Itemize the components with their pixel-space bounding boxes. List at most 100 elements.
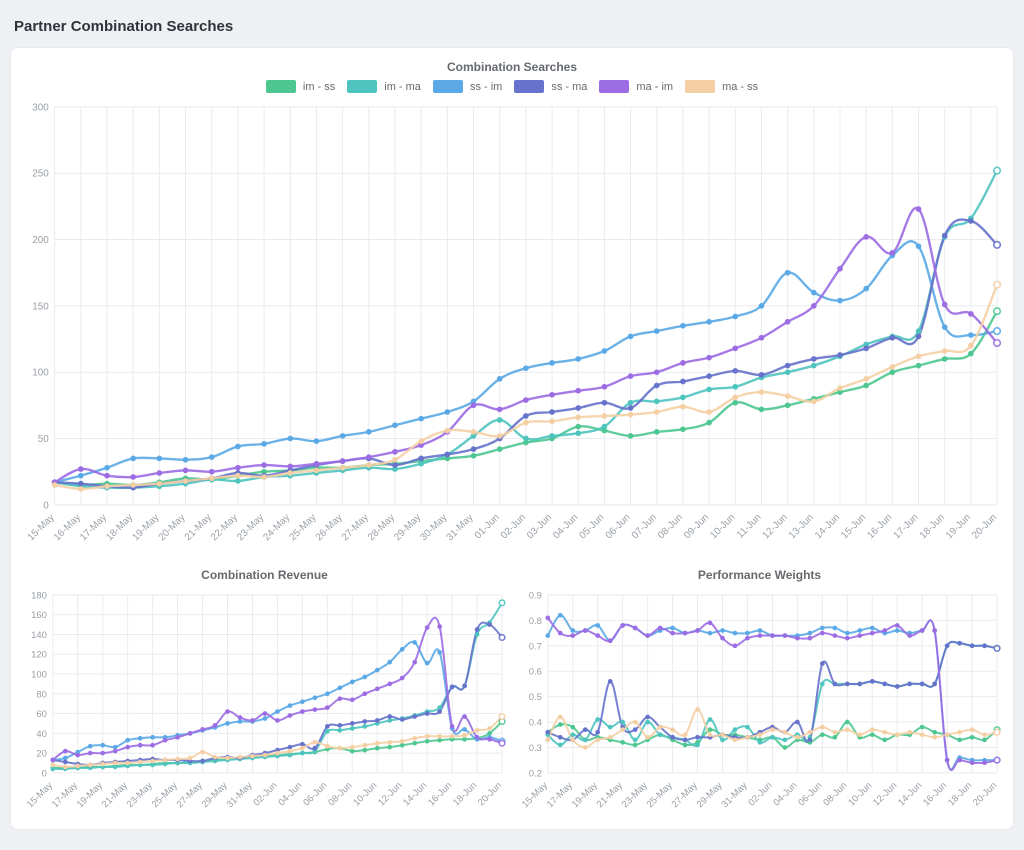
svg-text:0.2: 0.2 [529,769,542,780]
svg-text:29-May: 29-May [695,780,725,810]
searches-chart-title: Combination Searches [446,60,578,74]
series-points-ma-ss [50,713,506,770]
searches-chart-canvas[interactable]: 15-May 16-May 17-May 18-May 19-May 20-May 21-M… [19,97,1005,558]
svg-text:18-Jun: 18-Jun [918,512,947,541]
searches-chart-section: Combination Searches im - ss im - ma ss - … [19,60,1005,558]
svg-text:04-Jun: 04-Jun [771,780,799,808]
series-points-ma-im [51,206,1002,486]
svg-text:02-Jun: 02-Jun [251,780,279,808]
svg-text:28-May: 28-May [366,512,397,543]
svg-text:17-May: 17-May [78,512,109,543]
legend-label: im - ss [302,80,336,93]
svg-text:04-Jun: 04-Jun [551,512,580,541]
svg-text:31-May: 31-May [225,780,255,810]
svg-text:250: 250 [32,169,49,180]
svg-text:31-May: 31-May [445,512,476,543]
svg-text:0.9: 0.9 [529,591,542,602]
revenue-chart-canvas[interactable]: 15-May 17-May 19-May 21-May 23-May 25-May 27-M… [19,588,510,825]
svg-text:0.6: 0.6 [529,667,542,678]
svg-text:31-May: 31-May [720,780,750,810]
searches-chart-legend: im - ss im - ma ss - im ss - ma ma - im ma - … [19,80,1005,93]
svg-text:18-Jun: 18-Jun [451,780,479,808]
svg-text:27-May: 27-May [340,512,371,543]
page: Partner Combination Searches Combination… [0,18,1024,830]
svg-text:16-May: 16-May [52,512,83,543]
svg-text:23-May: 23-May [620,780,650,810]
svg-text:23-May: 23-May [125,780,155,810]
svg-text:150: 150 [32,301,49,312]
svg-text:20-Jun: 20-Jun [970,512,999,541]
svg-text:04-Jun: 04-Jun [276,780,304,808]
svg-text:12-Jun: 12-Jun [871,780,899,808]
legend-swatch [347,80,378,93]
svg-text:21-May: 21-May [595,780,625,810]
svg-text:06-Jun: 06-Jun [301,780,329,808]
svg-text:16-Jun: 16-Jun [865,512,894,541]
svg-text:06-Jun: 06-Jun [796,780,824,808]
svg-text:14-Jun: 14-Jun [401,780,429,808]
svg-text:19-May: 19-May [570,780,600,810]
svg-text:23-May: 23-May [235,512,266,543]
svg-text:22-May: 22-May [209,512,240,543]
svg-text:16-Jun: 16-Jun [921,780,949,808]
svg-text:01-Jun: 01-Jun [473,512,502,541]
weights-chart-title: Performance Weights [697,568,822,583]
svg-text:19-May: 19-May [75,780,105,810]
svg-text:30-May: 30-May [418,512,449,543]
svg-text:16-Jun: 16-Jun [426,780,454,808]
svg-text:0.8: 0.8 [529,616,542,627]
svg-text:26-May: 26-May [314,512,345,543]
svg-text:0.4: 0.4 [529,718,542,729]
svg-text:11-Jun: 11-Jun [735,512,764,541]
weights-chart-canvas[interactable]: 15-May 17-May 19-May 21-May 23-May 25-May 27-M… [514,588,1005,825]
svg-text:09-Jun: 09-Jun [682,512,711,541]
svg-text:0.7: 0.7 [529,642,542,653]
series-points-ma-ss [545,707,1001,751]
svg-text:60: 60 [36,709,47,720]
svg-text:180: 180 [31,591,47,602]
svg-text:07-Jun: 07-Jun [630,512,659,541]
legend-item-ss-im[interactable]: ss - im [432,80,502,93]
svg-text:17-May: 17-May [545,780,575,810]
legend-label: ma - im [636,80,674,93]
svg-text:13-Jun: 13-Jun [787,512,816,541]
revenue-chart-title: Combination Revenue [201,568,328,583]
page-title: Partner Combination Searches [14,18,234,35]
svg-text:10-Jun: 10-Jun [846,780,874,808]
svg-text:80: 80 [36,690,47,701]
svg-text:12-Jun: 12-Jun [761,512,790,541]
svg-text:24-May: 24-May [261,512,292,543]
legend-item-im-ss[interactable]: im - ss [265,80,336,93]
svg-text:40: 40 [36,729,47,740]
svg-text:03-Jun: 03-Jun [525,512,554,541]
svg-text:14-Jun: 14-Jun [896,780,924,808]
svg-text:300: 300 [32,102,49,113]
svg-text:15-May: 15-May [26,512,57,543]
svg-text:20-May: 20-May [157,512,188,543]
svg-text:06-Jun: 06-Jun [604,512,633,541]
svg-text:15-May: 15-May [520,780,550,810]
svg-text:08-Jun: 08-Jun [326,780,354,808]
svg-text:200: 200 [32,235,49,246]
svg-text:20-Jun: 20-Jun [971,780,999,808]
svg-text:25-May: 25-May [150,780,180,810]
legend-item-ss-ma[interactable]: ss - ma [514,80,587,93]
svg-text:02-Jun: 02-Jun [746,780,774,808]
series-points-ma-im [545,615,1001,766]
svg-text:18-May: 18-May [104,512,135,543]
svg-text:14-Jun: 14-Jun [813,512,842,541]
series-points-ss-ma [545,641,1001,743]
svg-text:0.3: 0.3 [529,743,542,754]
legend-swatch [685,80,716,93]
svg-text:160: 160 [31,611,47,622]
line-chart-svg: 15-May17-May19-May21-May23-May25-May27-M… [25,591,506,810]
svg-text:18-Jun: 18-Jun [946,780,974,808]
legend-item-im-ma[interactable]: im - ma [347,80,421,93]
legend-item-ma-im[interactable]: ma - im [599,80,673,93]
svg-text:21-May: 21-May [100,780,130,810]
legend-item-ma-ss[interactable]: ma - ss [685,80,758,93]
svg-text:0: 0 [42,769,47,780]
svg-text:27-May: 27-May [175,780,205,810]
legend-label: ss - ma [551,80,588,93]
line-chart-svg: 15-May17-May19-May21-May23-May25-May27-M… [520,591,1001,810]
